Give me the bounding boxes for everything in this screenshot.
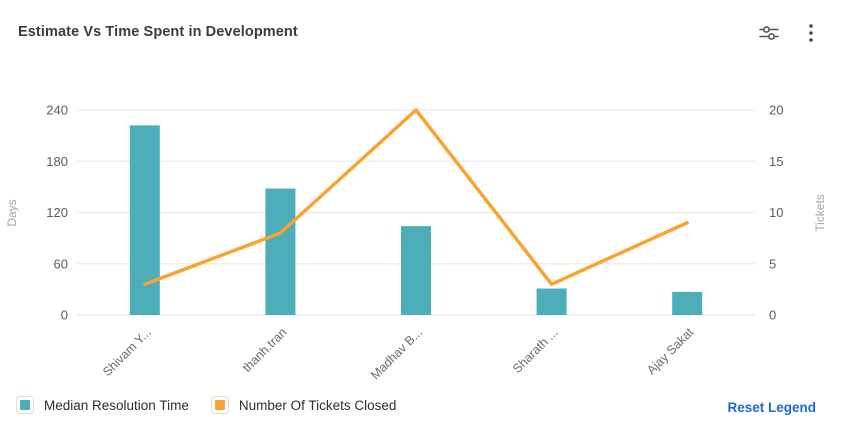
line-series[interactable] — [143, 108, 689, 286]
reset-legend-link[interactable]: Reset Legend — [727, 400, 816, 415]
left-axis-tick-label: 60 — [54, 256, 68, 271]
chart-settings-button[interactable] — [755, 19, 783, 47]
chart-title: Estimate Vs Time Spent in Development — [18, 24, 298, 40]
more-options-button[interactable] — [797, 19, 825, 47]
legend-item-number-of-tickets-closed[interactable]: Number Of Tickets Closed — [210, 396, 397, 414]
left-axis-tick-label: 180 — [46, 154, 68, 169]
legend-swatch — [16, 396, 34, 414]
legend-swatch-color — [214, 400, 225, 410]
left-axis-tick-label: 0 — [61, 308, 68, 323]
card-header: Estimate Vs Time Spent in Development — [0, 0, 841, 56]
right-axis-tick-label: 15 — [769, 154, 783, 169]
x-axis-label-3: Sharath ... — [510, 325, 561, 376]
sliders-icon — [759, 26, 779, 40]
left-axis-tick-label: 240 — [46, 103, 68, 118]
header-actions — [755, 19, 825, 47]
kebab-menu-icon — [809, 24, 813, 42]
x-axis-label-1: thanh.tran — [240, 325, 290, 375]
legend-swatch — [210, 396, 229, 414]
bar-3[interactable] — [536, 288, 567, 315]
right-axis-tick-label: 20 — [769, 103, 783, 118]
x-axis-label-0: Shivam Y... — [100, 325, 154, 379]
x-axis-label-4: Ajay Sakat — [644, 325, 697, 378]
bar-2[interactable] — [401, 226, 431, 315]
legend-label: Median Resolution Time — [44, 397, 189, 413]
right-axis-tick-label: 0 — [769, 308, 776, 323]
left-axis-tick-label: 120 — [46, 205, 68, 220]
right-axis-tick-label: 10 — [769, 205, 783, 220]
bar-1[interactable] — [265, 188, 296, 315]
right-axis-name: Tickets — [813, 194, 827, 232]
legend-item-median-resolution-time[interactable]: Median Resolution Time — [16, 396, 189, 414]
legend-label: Number Of Tickets Closed — [238, 397, 397, 413]
bar-4[interactable] — [672, 291, 703, 315]
right-axis-tick-label: 5 — [769, 256, 776, 271]
legend-swatch-color — [20, 400, 30, 410]
left-axis-name: Days — [5, 199, 19, 226]
x-axis-label-2: Madhav B... — [368, 325, 425, 382]
chart-legend: Median Resolution Time Number Of Tickets… — [16, 396, 396, 414]
bar-0[interactable] — [129, 125, 160, 315]
